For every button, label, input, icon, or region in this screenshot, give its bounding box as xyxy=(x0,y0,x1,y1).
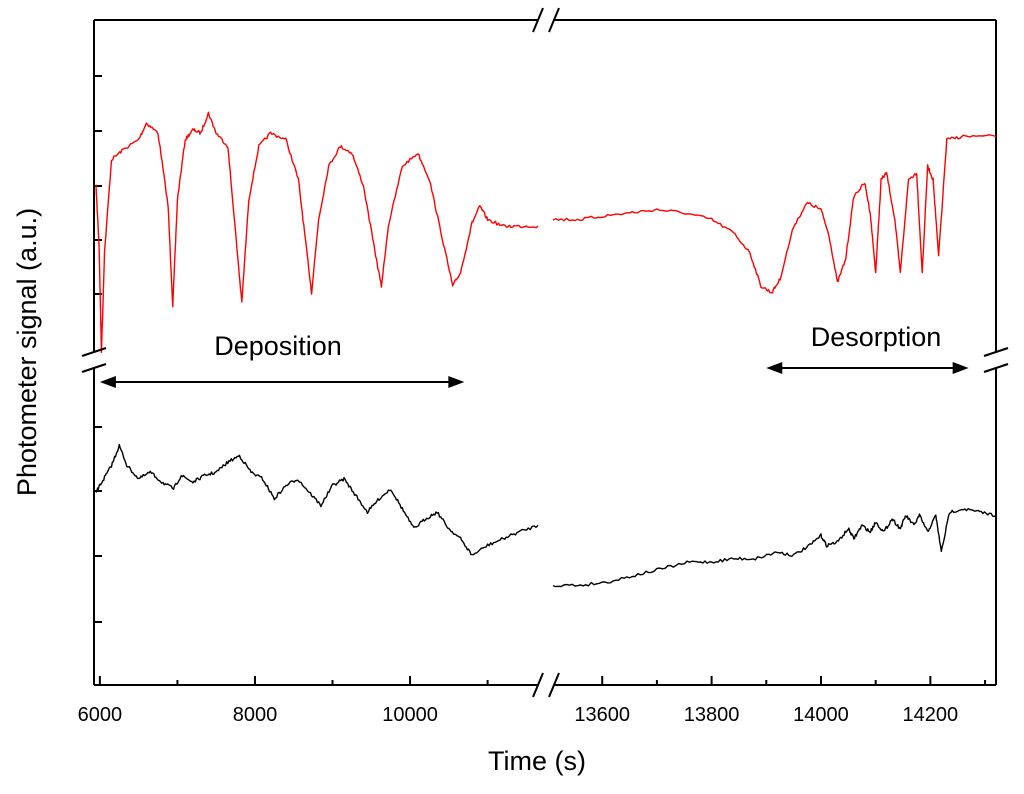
x-ticks: 6000 8000 10000 13600 13800 14000 14200 xyxy=(78,676,987,726)
axis-break-marks xyxy=(81,7,1009,698)
series-layer xyxy=(95,111,997,588)
desorption-arrow-head-right xyxy=(952,362,969,374)
break-right-gap xyxy=(986,353,1006,367)
break-left-stroke-1 xyxy=(81,347,107,357)
break-right-stroke-2 xyxy=(983,363,1009,373)
black-series-line-segment-1 xyxy=(95,443,539,556)
x-axis-title: Time (s) xyxy=(488,746,586,776)
x-tick-label-8000: 8000 xyxy=(233,704,278,726)
deposition-arrow-head-right xyxy=(448,376,465,388)
break-top-stroke-1 xyxy=(532,7,544,33)
black-series-line-segment-2 xyxy=(552,508,997,588)
break-left xyxy=(81,347,107,373)
desorption-label: Desorption xyxy=(811,322,942,352)
x-tick-label-6000: 6000 xyxy=(78,704,123,726)
y-axis-title: Photometer signal (a.u.) xyxy=(12,208,42,496)
break-right-stroke-1 xyxy=(983,347,1009,357)
x-tick-label-13600: 13600 xyxy=(574,704,630,726)
deposition-arrow-head-left xyxy=(99,376,116,388)
x-tick-label-14000: 14000 xyxy=(793,704,849,726)
break-top-gap xyxy=(538,10,554,30)
y-ticks xyxy=(94,75,102,623)
x-tick-label-14200: 14200 xyxy=(903,704,959,726)
break-right xyxy=(983,347,1009,373)
red-series-line-segment-2 xyxy=(552,134,997,294)
break-left-gap xyxy=(84,353,104,367)
desorption-arrow-head-left xyxy=(766,362,783,374)
deposition-label: Deposition xyxy=(214,331,342,361)
break-bottom-gap xyxy=(538,675,554,695)
desorption-arrow xyxy=(766,362,969,374)
break-top xyxy=(532,7,560,33)
deposition-arrow xyxy=(99,376,465,388)
x-tick-label-13800: 13800 xyxy=(684,704,740,726)
break-bottom xyxy=(532,672,560,698)
annotations: Deposition Desorption xyxy=(99,322,969,388)
x-tick-label-10000: 10000 xyxy=(382,704,438,726)
red-series-line-segment-1 xyxy=(95,111,539,355)
break-left-stroke-2 xyxy=(81,363,107,373)
break-bottom-stroke-2 xyxy=(548,672,560,698)
break-bottom-stroke-1 xyxy=(532,672,544,698)
break-top-stroke-2 xyxy=(548,7,560,33)
